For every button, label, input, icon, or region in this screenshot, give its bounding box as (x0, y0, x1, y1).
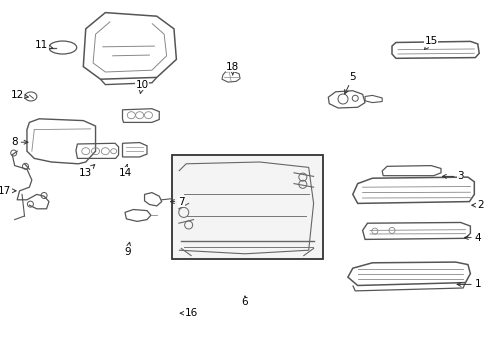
Text: 11: 11 (35, 40, 53, 50)
Text: 6: 6 (242, 296, 248, 307)
Text: 4: 4 (465, 233, 481, 243)
Text: 8: 8 (11, 137, 28, 147)
Text: 3: 3 (442, 171, 464, 181)
Text: 9: 9 (124, 242, 131, 257)
Text: 5: 5 (344, 72, 356, 94)
Text: 15: 15 (424, 36, 438, 50)
Text: 18: 18 (226, 62, 240, 75)
Bar (172, 155, 323, 259)
Text: 17: 17 (0, 186, 16, 196)
Text: 2: 2 (472, 200, 484, 210)
Text: 1: 1 (457, 279, 481, 289)
Text: 14: 14 (118, 165, 132, 178)
Text: 13: 13 (79, 165, 95, 178)
Text: 7: 7 (171, 197, 185, 207)
Text: 12: 12 (10, 90, 28, 100)
Text: 16: 16 (180, 308, 198, 318)
Text: 10: 10 (136, 80, 148, 94)
